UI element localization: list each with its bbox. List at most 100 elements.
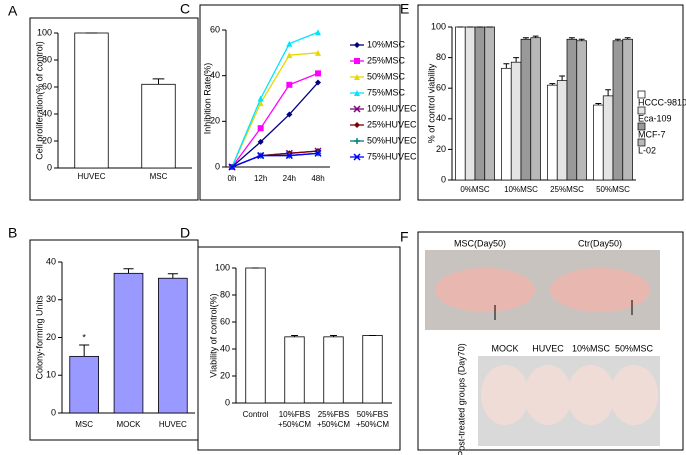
marker: [353, 153, 361, 161]
panel-letter: E: [400, 1, 409, 17]
y-tick-label: 60: [220, 316, 230, 326]
bar: [530, 37, 541, 181]
side-label: Post-treated groups (Day70): [456, 343, 466, 455]
photo-label: 10%MSC: [572, 343, 611, 353]
error-bar: [624, 37, 631, 40]
y-tick-label: 20: [220, 370, 230, 380]
panel-box: [417, 231, 684, 451]
y-tick-label: 10: [46, 370, 56, 380]
x-tick-label: 50%FBS +50%CM: [355, 410, 390, 429]
bar: [323, 336, 344, 404]
y-tick-label: 0: [215, 161, 220, 171]
y-tick-label: 0: [441, 174, 446, 184]
panel-box: [197, 246, 401, 451]
x-tick-label: HUVEC: [158, 420, 187, 429]
panel-box: [417, 4, 684, 201]
panel-letter: B: [8, 225, 17, 241]
y-tick-label: 20: [46, 332, 56, 342]
x-tick-label: 0%MSC: [460, 185, 490, 194]
line: [231, 152, 319, 168]
legend-swatch: [637, 106, 646, 115]
bar: [547, 84, 558, 181]
y-tick-label: 20: [42, 135, 52, 145]
y-axis-title: % of control viability: [426, 63, 436, 143]
marker: [286, 52, 293, 59]
panel-letter: A: [8, 3, 18, 19]
legend-label: Eca-109: [638, 113, 672, 123]
mouse: [550, 268, 650, 312]
marker: [315, 79, 321, 86]
y-tick-label: 80: [220, 289, 230, 299]
marker: [257, 95, 264, 102]
line: [231, 31, 319, 168]
legend-label: 25%HUVEC: [367, 119, 417, 129]
mouse: [435, 268, 535, 312]
line: [231, 150, 319, 168]
mouse: [524, 365, 572, 425]
y-tick-label: 40: [210, 70, 220, 80]
error-bar: [123, 268, 134, 274]
y-tick-label: 60: [436, 83, 446, 93]
error-bar: [595, 103, 602, 106]
marker: [315, 29, 321, 36]
x-tick-label: MOCK: [116, 420, 141, 429]
bar: [576, 40, 587, 181]
bar: [464, 26, 476, 181]
bar: [245, 267, 266, 404]
bar: [501, 67, 512, 181]
legend-label: MCF-7: [638, 129, 666, 139]
error-bar: [568, 37, 575, 40]
bar: [69, 355, 99, 414]
y-tick-label: 40: [436, 113, 446, 123]
photo-label: HUVEC: [532, 343, 564, 353]
y-tick-label: 100: [215, 262, 230, 272]
legend-label: 75%MSC: [367, 87, 406, 97]
marker: [354, 74, 360, 80]
marker: [285, 152, 293, 160]
legend-label: 50%MSC: [367, 71, 406, 81]
error-bar: [549, 83, 556, 86]
marker: [257, 138, 264, 145]
y-axis-title: Viability of control(%): [208, 293, 218, 377]
legend-label: HCCC-9810: [638, 97, 686, 107]
y-tick-label: 40: [46, 256, 56, 266]
x-tick-label: 10%MSC: [504, 185, 538, 194]
marker: [354, 138, 360, 144]
x-tick-label: 10%FBS +50%CM: [277, 410, 312, 429]
x-tick-label: MSC: [149, 172, 168, 181]
bar: [612, 40, 624, 181]
y-tick-label: 0: [51, 407, 56, 417]
marker: [286, 111, 293, 118]
legend-label: 50%HUVEC: [367, 135, 417, 145]
y-tick-label: 0: [225, 397, 230, 407]
bar: [510, 61, 522, 181]
y-tick-label: 100: [37, 27, 52, 37]
bar: [158, 277, 188, 414]
y-tick-label: 60: [42, 81, 52, 91]
legend-label: 10%MSC: [367, 39, 406, 49]
line: [231, 82, 319, 168]
marker: [257, 100, 264, 107]
legend-label: 25%MSC: [367, 55, 406, 65]
y-tick-label: 0: [47, 162, 52, 172]
marker: [354, 58, 360, 64]
y-tick-label: 80: [436, 52, 446, 62]
x-tick-label: 50%MSC: [596, 185, 630, 194]
error-bar: [614, 38, 621, 41]
error-bar: [578, 38, 585, 41]
bar: [474, 26, 486, 181]
marker: [286, 40, 293, 47]
y-axis-title: Colony-forming Units: [34, 295, 44, 380]
x-tick-label: 12h: [253, 174, 268, 183]
bar: [566, 38, 578, 181]
marker: [354, 42, 360, 48]
marker: [314, 149, 322, 157]
error-bar: [167, 273, 178, 279]
marker: [353, 105, 361, 113]
error-bar: [503, 63, 510, 69]
line: [231, 52, 319, 168]
x-tick-label: Control: [242, 410, 269, 419]
bar: [602, 95, 614, 181]
